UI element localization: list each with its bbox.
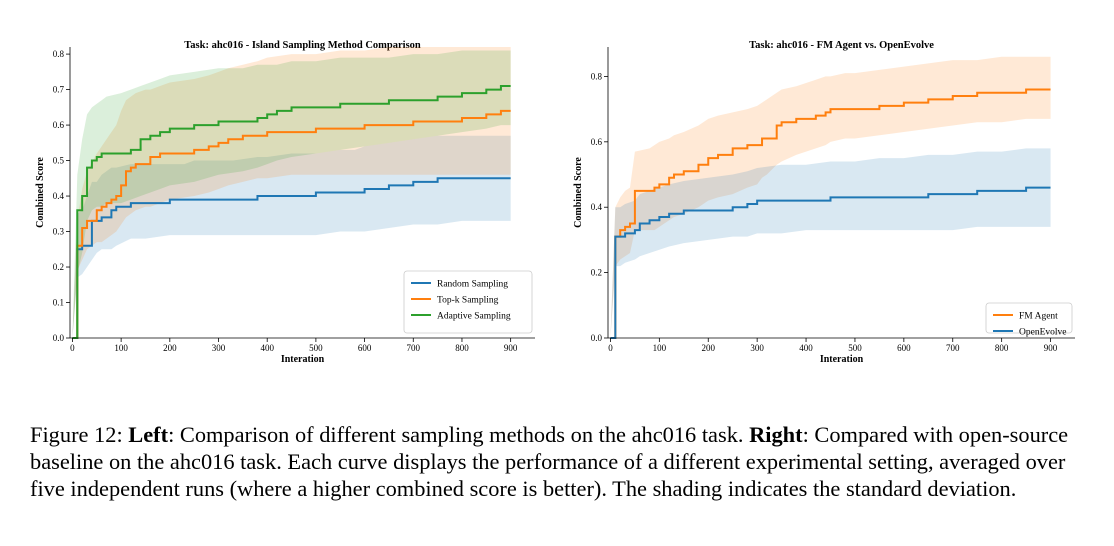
x-tick-label: 700 bbox=[407, 343, 421, 353]
caption-right-label: Right bbox=[749, 422, 803, 447]
y-tick-label: 0.0 bbox=[53, 333, 65, 343]
x-tick-label: 0 bbox=[608, 343, 613, 353]
x-tick-label: 800 bbox=[455, 343, 469, 353]
legend-label: Random Sampling bbox=[437, 280, 508, 290]
x-tick-label: 600 bbox=[897, 343, 911, 353]
std-band-adaptive-sampling bbox=[72, 50, 511, 339]
series-line-fm-agent bbox=[610, 88, 1051, 339]
x-axis-label: Interation bbox=[820, 354, 864, 365]
y-tick-label: 0.4 bbox=[591, 202, 603, 212]
left-chart: Task: ahc016 - Island Sampling Method Co… bbox=[35, 40, 535, 365]
series-line-openevolve bbox=[610, 186, 1051, 339]
caption-left-label: Left bbox=[128, 422, 169, 447]
std-band-openevolve bbox=[610, 148, 1051, 338]
right-chart: Task: ahc016 - FM Agent vs. OpenEvolve I… bbox=[573, 40, 1075, 365]
series-line-top-k-sampling bbox=[72, 109, 511, 339]
x-tick-label: 100 bbox=[114, 343, 128, 353]
x-tick-label: 500 bbox=[309, 343, 323, 353]
std-band-top-k-sampling bbox=[72, 47, 511, 338]
x-tick-label: 900 bbox=[1044, 343, 1058, 353]
x-tick-label: 800 bbox=[995, 343, 1009, 353]
legend-box bbox=[985, 302, 1073, 334]
legend-label: Adaptive Sampling bbox=[437, 312, 511, 322]
y-tick-label: 0.3 bbox=[53, 227, 65, 237]
chart-title: Task: ahc016 - FM Agent vs. OpenEvolve bbox=[749, 40, 934, 51]
x-tick-label: 0 bbox=[70, 343, 75, 353]
legend-label: FM Agent bbox=[1019, 312, 1058, 322]
figure-caption: Figure 12: Left: Comparison of different… bbox=[30, 421, 1090, 502]
x-tick-label: 400 bbox=[799, 343, 813, 353]
y-tick-label: 0.8 bbox=[591, 71, 603, 81]
x-tick-label: 500 bbox=[848, 343, 862, 353]
std-band-fm-agent bbox=[610, 56, 1051, 338]
x-tick-label: 900 bbox=[504, 343, 518, 353]
caption-prefix: Figure 12: bbox=[30, 422, 129, 447]
x-tick-label: 600 bbox=[358, 343, 372, 353]
caption-left-text: : Comparison of different sampling metho… bbox=[168, 422, 750, 447]
y-tick-label: 0.6 bbox=[591, 137, 603, 147]
y-tick-label: 0.6 bbox=[53, 120, 65, 130]
legend-label: Top-k Sampling bbox=[437, 296, 499, 306]
legend: FM Agent OpenEvolve bbox=[985, 302, 1073, 338]
chart-title: Task: ahc016 - Island Sampling Method Co… bbox=[184, 40, 421, 51]
y-axis-label: Combined Score bbox=[573, 157, 584, 228]
x-tick-label: 400 bbox=[260, 343, 274, 353]
legend: Random Sampling Top-k Sampling Adaptive Sa… bbox=[403, 270, 533, 334]
series-line-adaptive-sampling bbox=[72, 85, 511, 339]
legend-box bbox=[403, 270, 533, 334]
y-tick-label: 0.0 bbox=[591, 333, 603, 343]
y-tick-label: 0.4 bbox=[53, 191, 65, 201]
x-tick-label: 100 bbox=[653, 343, 667, 353]
legend-label: OpenEvolve bbox=[1019, 328, 1067, 338]
caption-right-text: : Compared with open-source baseline on … bbox=[30, 422, 1069, 501]
y-tick-label: 0.7 bbox=[53, 85, 65, 95]
y-axis-label: Combined Score bbox=[35, 157, 46, 228]
x-tick-label: 300 bbox=[212, 343, 226, 353]
y-tick-label: 0.5 bbox=[53, 156, 65, 166]
y-tick-label: 0.2 bbox=[53, 262, 64, 272]
y-tick-label: 0.2 bbox=[591, 268, 602, 278]
x-tick-label: 200 bbox=[163, 343, 177, 353]
y-tick-label: 0.1 bbox=[53, 298, 64, 308]
x-tick-label: 300 bbox=[750, 343, 764, 353]
x-tick-label: 700 bbox=[946, 343, 960, 353]
x-axis-label: Interation bbox=[281, 354, 325, 365]
y-tick-label: 0.8 bbox=[53, 49, 65, 59]
x-tick-label: 200 bbox=[701, 343, 715, 353]
